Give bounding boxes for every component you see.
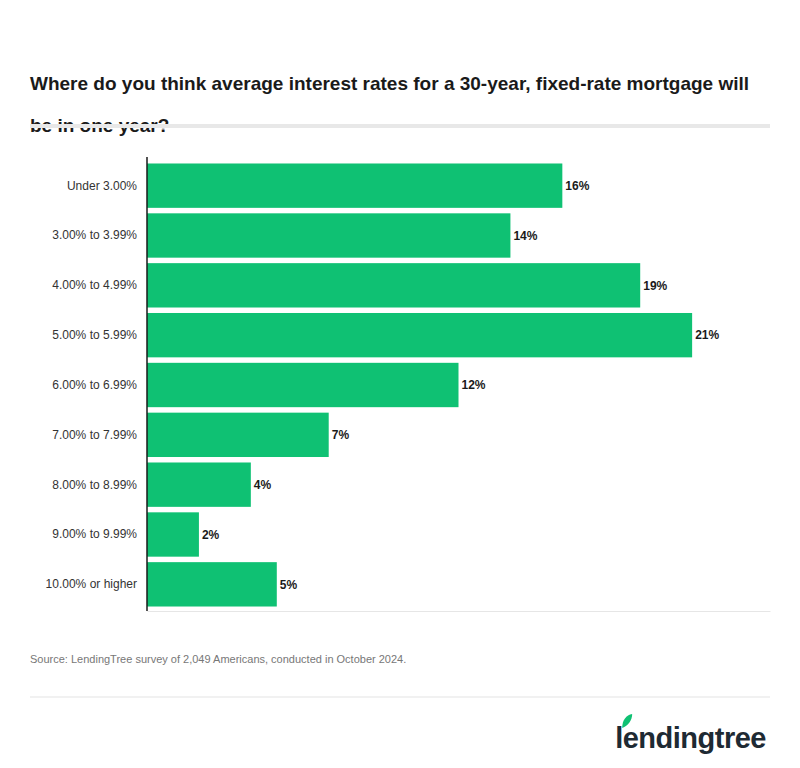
data-label: 16% <box>565 179 589 193</box>
data-label: 2% <box>202 528 220 542</box>
y-tick-label: 7.00% to 7.99% <box>52 428 137 442</box>
footer-rule <box>30 697 770 698</box>
bar <box>147 213 510 257</box>
bar <box>147 512 199 556</box>
bar <box>147 413 329 457</box>
y-tick-label: Under 3.00% <box>67 179 137 193</box>
title-rule <box>30 124 770 128</box>
bar <box>147 363 459 407</box>
y-tick: 8.00% to 8.99% <box>52 478 147 492</box>
y-tick: 4.00% to 4.99% <box>52 278 147 292</box>
data-label: 21% <box>695 328 719 342</box>
bar <box>147 562 277 606</box>
bar <box>147 462 251 506</box>
y-axis-line <box>146 157 148 611</box>
data-label: 7% <box>332 428 350 442</box>
y-tick: Under 3.00% <box>67 179 147 193</box>
y-tick-label: 8.00% to 8.99% <box>52 478 137 492</box>
bar <box>147 313 692 357</box>
data-label: 19% <box>643 279 667 293</box>
source: Source: LendingTree survey of 2,049 Amer… <box>30 653 406 665</box>
y-axis: Under 3.00% 3.00% to 3.99% 4.00% to 4.99% 5… <box>46 157 147 611</box>
y-tick-label: 9.00% to 9.99% <box>52 527 137 541</box>
data-label: 4% <box>254 478 272 492</box>
data-label: 14% <box>513 229 537 243</box>
data-label: 5% <box>280 578 298 592</box>
data-labels: 16% 14% 19% 21% 12% 7% 4% 2% 5% <box>202 179 720 592</box>
y-tick: 9.00% to 9.99% <box>52 527 147 541</box>
y-tick-label: 5.00% to 5.99% <box>52 328 137 342</box>
chart: Where do you think average interest rate… <box>0 0 800 768</box>
x-axis <box>148 611 771 612</box>
y-tick-label: 6.00% to 6.99% <box>52 378 137 392</box>
bar <box>147 263 640 307</box>
y-tick-label: 4.00% to 4.99% <box>52 278 137 292</box>
data-label: 12% <box>462 378 486 392</box>
y-tick-label: 3.00% to 3.99% <box>52 228 137 242</box>
y-tick: 6.00% to 6.99% <box>52 378 147 392</box>
y-tick: 10.00% or higher <box>46 577 147 591</box>
x-axis-line <box>148 611 771 612</box>
logo: lendingtree <box>615 722 766 754</box>
y-tick: 7.00% to 7.99% <box>52 428 147 442</box>
y-tick-label: 10.00% or higher <box>46 577 137 591</box>
bar <box>147 163 562 207</box>
y-tick: 3.00% to 3.99% <box>52 228 147 242</box>
y-tick: 5.00% to 5.99% <box>52 328 147 342</box>
bars <box>147 163 692 606</box>
title-line: Where do you think average interest rate… <box>30 73 749 94</box>
logo-leaf <box>622 714 632 728</box>
